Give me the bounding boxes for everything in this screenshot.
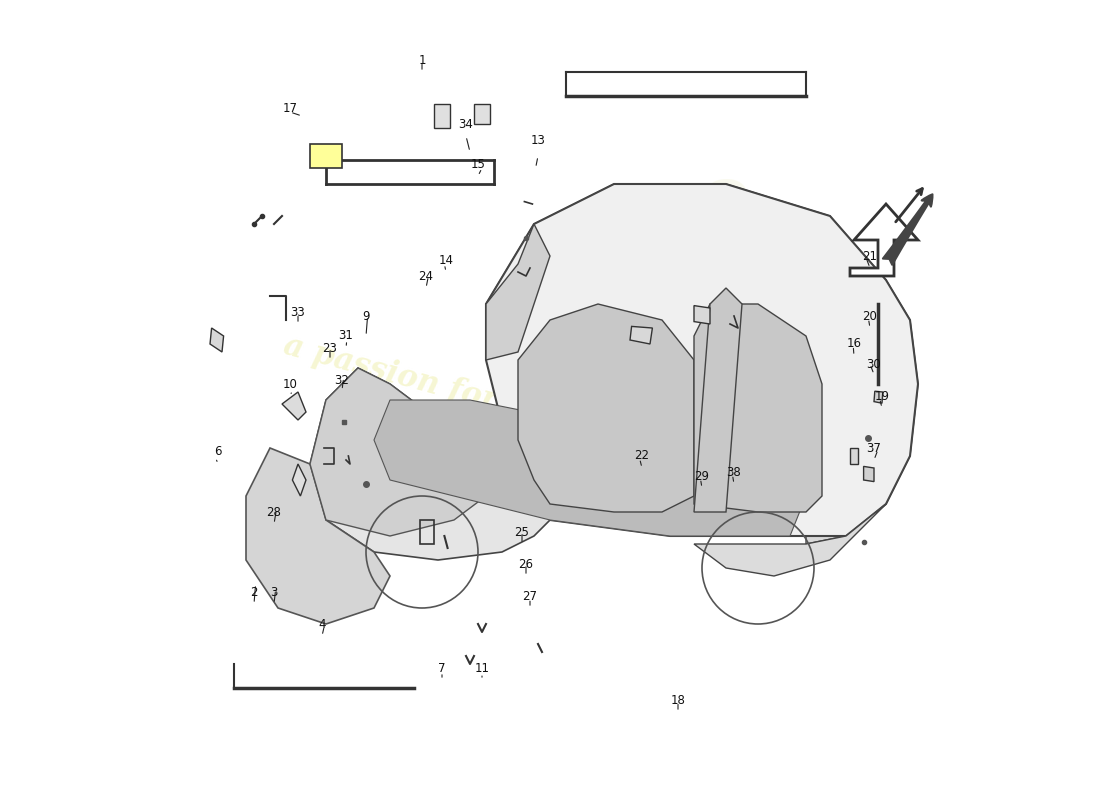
Text: 33: 33 <box>290 306 306 318</box>
Polygon shape <box>434 104 450 128</box>
Polygon shape <box>486 184 918 536</box>
Polygon shape <box>850 448 858 464</box>
Text: 38: 38 <box>727 466 741 478</box>
Polygon shape <box>486 224 550 360</box>
Text: 23: 23 <box>322 342 338 354</box>
Text: 32: 32 <box>334 374 350 386</box>
Polygon shape <box>246 448 390 624</box>
Polygon shape <box>874 391 883 403</box>
Text: 13: 13 <box>530 134 546 146</box>
Text: 6: 6 <box>214 446 222 458</box>
Text: 28: 28 <box>266 506 282 518</box>
Text: 19: 19 <box>874 390 890 402</box>
Text: 37: 37 <box>867 442 881 454</box>
Text: 3: 3 <box>271 586 277 598</box>
Text: 9: 9 <box>362 310 370 322</box>
Text: 31: 31 <box>339 330 353 342</box>
Text: 11: 11 <box>474 662 490 674</box>
Text: 1: 1 <box>418 54 426 66</box>
Polygon shape <box>210 328 223 352</box>
Text: 27: 27 <box>522 590 538 602</box>
Text: 22: 22 <box>635 450 649 462</box>
Text: a passion for cars: a passion for cars <box>280 330 580 438</box>
Text: 21: 21 <box>862 250 878 262</box>
Polygon shape <box>282 392 306 420</box>
Text: 15: 15 <box>471 158 485 170</box>
Text: e: e <box>700 160 752 240</box>
Polygon shape <box>694 304 822 512</box>
Text: 14: 14 <box>439 254 453 266</box>
Polygon shape <box>486 184 886 400</box>
Text: 34: 34 <box>459 118 473 130</box>
Text: 2: 2 <box>251 586 257 598</box>
Text: 16: 16 <box>847 338 861 350</box>
Text: 7: 7 <box>438 662 446 674</box>
Polygon shape <box>374 400 806 536</box>
Text: 24: 24 <box>418 270 433 282</box>
Polygon shape <box>293 464 306 496</box>
Polygon shape <box>310 368 486 536</box>
Polygon shape <box>694 306 710 324</box>
Polygon shape <box>310 144 342 168</box>
Polygon shape <box>864 466 874 482</box>
Text: 18: 18 <box>671 694 685 706</box>
Text: 17: 17 <box>283 102 297 114</box>
Text: 30: 30 <box>867 358 881 370</box>
Polygon shape <box>694 288 743 512</box>
Text: 10: 10 <box>283 378 297 390</box>
Polygon shape <box>310 368 550 560</box>
Polygon shape <box>630 326 652 344</box>
Text: 29: 29 <box>694 470 710 482</box>
Polygon shape <box>694 504 886 576</box>
Text: 4: 4 <box>318 618 326 630</box>
Text: 26: 26 <box>518 558 534 570</box>
Polygon shape <box>474 104 490 124</box>
Text: 20: 20 <box>862 310 878 322</box>
Text: 25: 25 <box>515 526 529 538</box>
Polygon shape <box>806 280 918 544</box>
Polygon shape <box>850 204 918 276</box>
Polygon shape <box>518 304 694 512</box>
